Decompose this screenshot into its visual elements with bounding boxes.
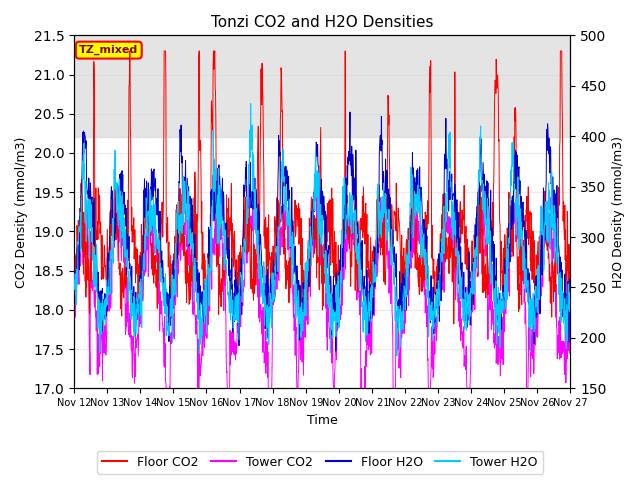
Text: TZ_mixed: TZ_mixed [79,45,138,55]
Bar [74,36,570,137]
Title: Tonzi CO2 and H2O Densities: Tonzi CO2 and H2O Densities [211,15,433,30]
Y-axis label: H2O Density (mmol/m3): H2O Density (mmol/m3) [612,136,625,288]
Y-axis label: CO2 Density (mmol/m3): CO2 Density (mmol/m3) [15,136,28,288]
Legend: Floor CO2, Tower CO2, Floor H2O, Tower H2O: Floor CO2, Tower CO2, Floor H2O, Tower H… [97,451,543,474]
X-axis label: Time: Time [307,414,338,427]
